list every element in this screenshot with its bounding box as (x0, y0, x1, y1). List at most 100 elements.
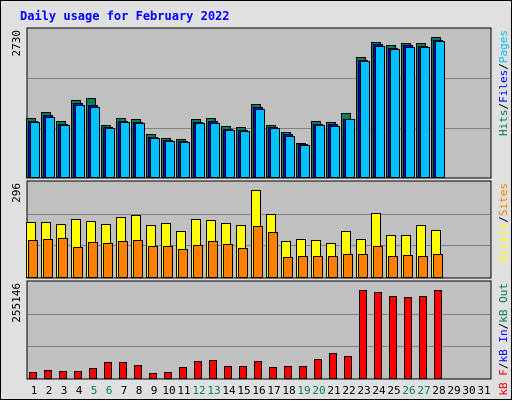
bar-kb-f (374, 292, 382, 379)
bar-kb-f (419, 296, 427, 379)
x-tick-label: 23 (357, 384, 370, 397)
x-tick-label: 30 (462, 384, 475, 397)
bar-sites (118, 241, 128, 278)
bar-pages (435, 41, 445, 178)
bar-sites (43, 239, 53, 278)
bar-sites (58, 238, 68, 278)
bar-sites (328, 256, 338, 278)
x-tick-label: 14 (222, 384, 236, 397)
x-tick-label: 31 (477, 384, 490, 397)
x-tick-label: 10 (162, 384, 175, 397)
x-tick-label: 25 (387, 384, 400, 397)
y-max-label: 2730 (10, 30, 23, 57)
bar-kb-f (104, 362, 112, 379)
x-tick-label: 29 (447, 384, 460, 397)
legend-visits_sites: Visits/Sites (497, 183, 510, 263)
bar-kb-f (254, 361, 262, 379)
bar-kb-f (224, 366, 232, 379)
x-tick-label: 6 (106, 384, 113, 397)
y-max-label: 296 (10, 183, 23, 203)
bar-kb-f (434, 290, 442, 379)
bar-pages (345, 119, 355, 178)
bar-sites (223, 244, 233, 278)
bar-pages (45, 117, 55, 178)
legend-kbytes: kB F/kB In/kB Out (497, 283, 510, 396)
legend-item: Hits (497, 110, 510, 137)
bar-pages (330, 126, 340, 178)
bar-kb-f (194, 361, 202, 379)
bar-sites (73, 247, 83, 278)
bar-sites (88, 242, 98, 278)
bar-kb-f (284, 366, 292, 379)
bar-kb-f (299, 366, 307, 379)
x-tick-label: 1 (31, 384, 38, 397)
bar-pages (135, 123, 145, 178)
x-tick-label: 17 (267, 384, 280, 397)
legend-item: / (497, 323, 510, 330)
x-tick-label: 13 (207, 384, 220, 397)
bar-pages (90, 107, 100, 178)
bar-sites (28, 240, 38, 278)
bar-sites (388, 256, 398, 278)
legend-item: / (497, 103, 510, 110)
bar-pages (120, 122, 130, 178)
bar-sites (298, 256, 308, 278)
bar-pages (285, 136, 295, 178)
x-tick-label: 20 (312, 384, 325, 397)
bar-pages (240, 131, 250, 178)
bar-sites (418, 256, 428, 278)
legend-item: / (497, 363, 510, 370)
bar-pages (420, 47, 430, 178)
bar-kb-f (44, 370, 52, 379)
x-tick-label: 16 (252, 384, 265, 397)
bar-sites (163, 246, 173, 278)
x-tick-label: 24 (372, 384, 386, 397)
bar-pages (405, 47, 415, 178)
bar-sites (403, 255, 413, 278)
x-tick-label: 28 (432, 384, 445, 397)
bar-pages (315, 125, 325, 178)
bar-sites (358, 254, 368, 278)
bar-kb-f (344, 356, 352, 379)
bar-sites (253, 226, 263, 278)
bar-sites (433, 254, 443, 278)
bar-kb-f (329, 353, 337, 379)
bar-sites (208, 241, 218, 278)
legend-item: kB F (497, 369, 510, 396)
bar-sites (313, 256, 323, 278)
bar-pages (225, 130, 235, 178)
bar-pages (270, 128, 280, 178)
bar-pages (75, 105, 85, 178)
legend-hits_files_pages: Hits/Files/Pages (497, 30, 510, 136)
bar-sites (268, 232, 278, 278)
x-tick-label: 3 (61, 384, 68, 397)
bar-kb-f (179, 367, 187, 379)
x-tick-label: 12 (192, 384, 205, 397)
x-tick-label: 21 (327, 384, 340, 397)
legend-item: / (497, 216, 510, 223)
bar-sites (343, 254, 353, 278)
bar-kb-f (239, 366, 247, 379)
bar-kb-f (29, 372, 37, 379)
legend-item: / (497, 63, 510, 70)
x-tick-label: 22 (342, 384, 355, 397)
bar-kb-f (404, 297, 412, 379)
x-tick-label: 19 (297, 384, 310, 397)
x-tick-label: 5 (91, 384, 98, 397)
legend-item: Pages (497, 30, 510, 63)
bar-sites (148, 246, 158, 278)
bar-kb-f (269, 367, 277, 379)
bar-kb-f (119, 362, 127, 379)
bar-pages (255, 109, 265, 178)
x-tick-label: 27 (417, 384, 430, 397)
bar-kb-f (389, 296, 397, 379)
x-tick-label: 4 (76, 384, 83, 397)
legend-item: Files (497, 70, 510, 103)
legend-item: Sites (497, 183, 510, 216)
bar-kb-f (89, 368, 97, 379)
bar-pages (60, 125, 70, 178)
x-tick-label: 15 (237, 384, 250, 397)
